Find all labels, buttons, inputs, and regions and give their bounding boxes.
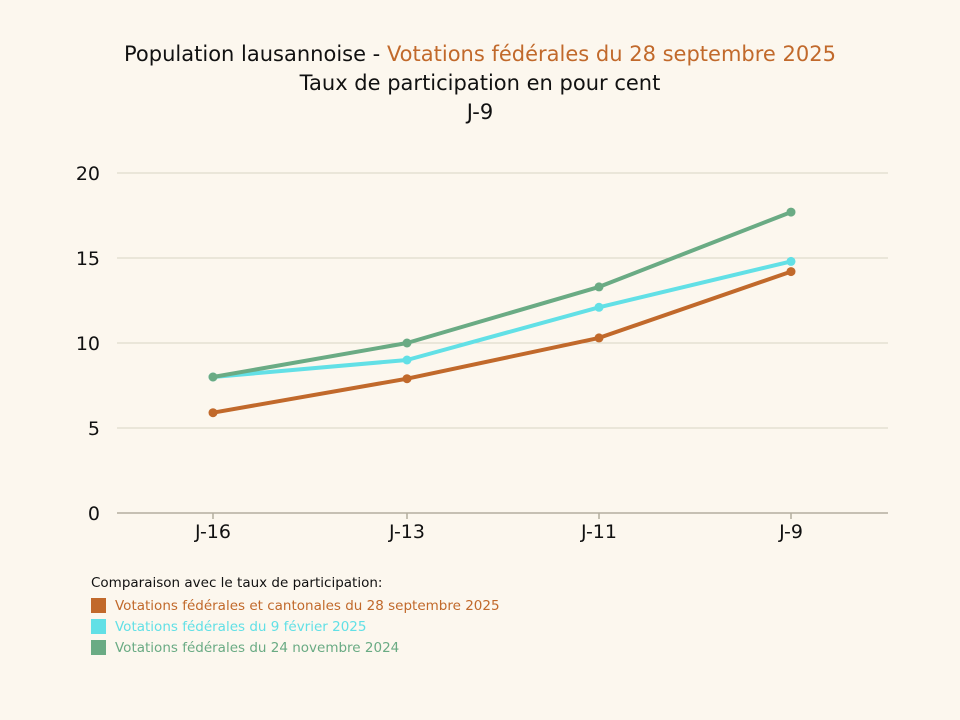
series-line [211,269,793,415]
chart-subtitle: Taux de participation en pour cent [299,71,661,95]
x-tick-label: J-13 [388,521,425,543]
data-point [594,282,604,292]
y-tick-label: 20 [76,163,100,185]
chart-header: Population lausannoise - Votations fédér… [0,40,960,127]
data-point [786,256,796,266]
series-1 [208,267,796,418]
data-point [786,207,796,217]
legend-item: Votations fédérales du 24 novembre 2024 [91,637,500,658]
data-point [208,408,218,418]
series-3 [208,207,796,382]
legend-label: Votations fédérales du 24 novembre 2024 [115,639,400,656]
y-tick-label: 0 [88,503,100,525]
legend-swatch [91,598,106,613]
legend-item: Votations fédérales du 9 février 2025 [91,616,500,637]
gridlines [117,172,888,429]
legend-items: Votations fédérales et cantonales du 28 … [91,595,500,658]
chart-period: J-9 [466,100,494,124]
data-point [208,372,218,382]
series-line [211,210,793,379]
chart-title-accent: Votations fédérales du 28 septembre 2025 [386,42,836,66]
legend-label: Votations fédérales du 9 février 2025 [115,618,367,635]
legend: Comparaison avec le taux de participatio… [91,575,500,658]
y-tick-label: 15 [76,248,100,270]
data-point [402,374,412,384]
data-point [594,302,604,312]
y-tick-label: 10 [76,333,100,355]
x-tick-label: J-11 [580,521,617,543]
legend-label: Votations fédérales et cantonales du 28 … [115,597,500,614]
chart-title-prefix: Population lausannoise - [124,42,387,66]
legend-swatch [91,619,106,634]
axes: 0 5 10 15 20 J-16 J-13 J-11 J-9 [76,163,888,543]
legend-swatch [91,640,106,655]
data-point [594,333,604,343]
series-line [211,259,793,379]
data-point [402,338,412,348]
series-lines [208,207,796,418]
data-point [402,355,412,365]
chart-title: Population lausannoise - Votations fédér… [0,40,960,69]
legend-item: Votations fédérales et cantonales du 28 … [91,595,500,616]
y-tick-label: 5 [88,418,100,440]
legend-title: Comparaison avec le taux de participatio… [91,575,383,591]
x-tick-label: J-9 [778,521,803,543]
data-point [786,267,796,277]
x-tick-label: J-16 [194,521,231,543]
